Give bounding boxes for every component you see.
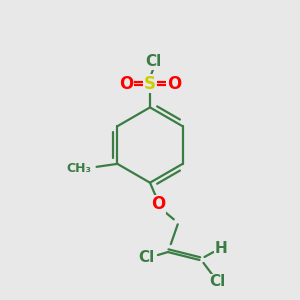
Text: O: O bbox=[151, 196, 165, 214]
Text: Cl: Cl bbox=[209, 274, 226, 289]
Text: O: O bbox=[167, 75, 181, 93]
Text: Cl: Cl bbox=[138, 250, 154, 265]
Text: Cl: Cl bbox=[145, 54, 161, 69]
Text: H: H bbox=[215, 241, 228, 256]
Text: CH₃: CH₃ bbox=[67, 162, 92, 175]
Text: S: S bbox=[144, 75, 156, 93]
Text: O: O bbox=[119, 75, 133, 93]
